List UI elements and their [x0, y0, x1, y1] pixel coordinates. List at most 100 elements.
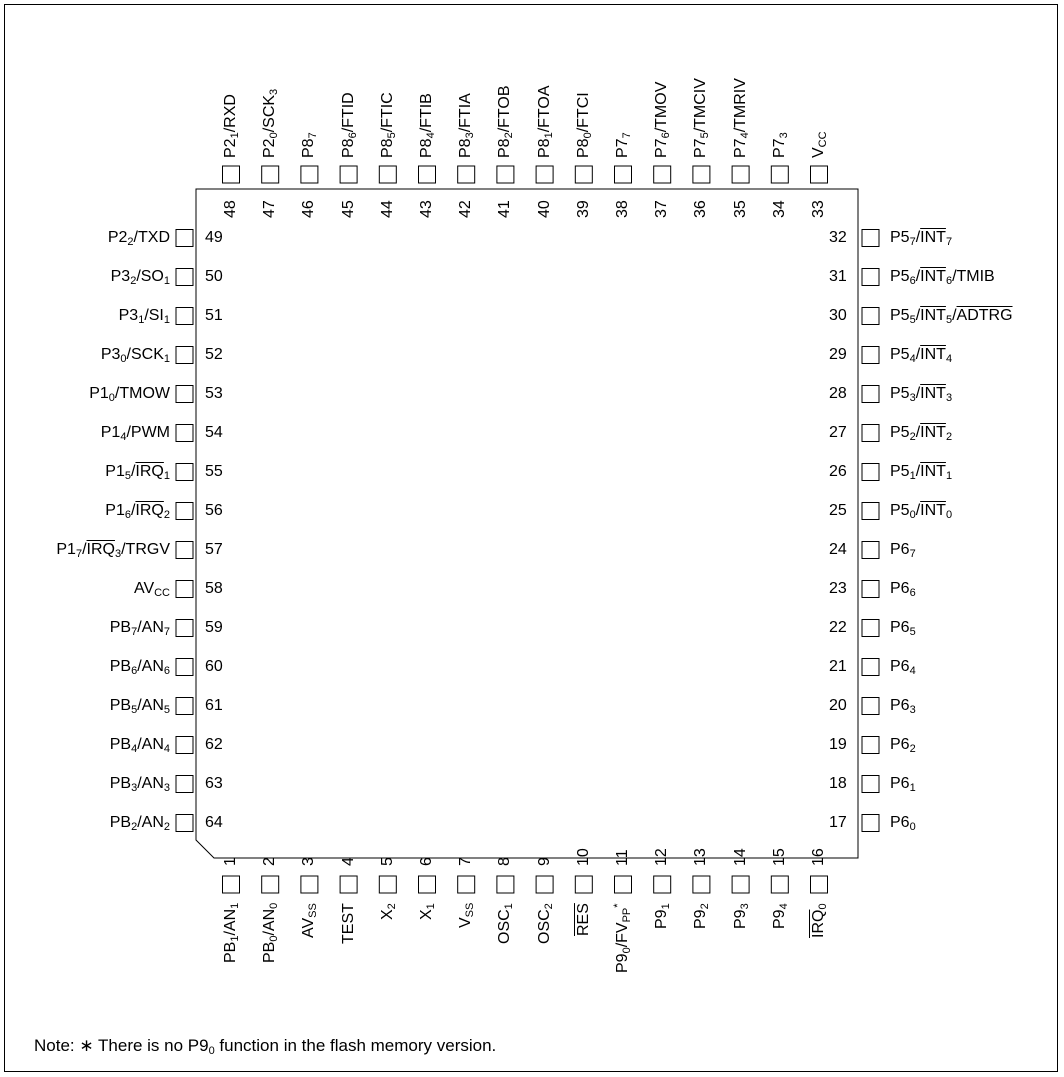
pin-label-55: P15/IRQ1 [105, 463, 170, 482]
pin-number-21: 21 [829, 658, 847, 675]
pin-label-12: P91 [653, 903, 673, 929]
footnote: Note: ∗ There is no P90 function in the … [34, 1036, 497, 1057]
pin-box-47 [261, 165, 280, 184]
pin-box-46 [300, 165, 319, 184]
pin-number-4: 4 [339, 857, 357, 866]
pin-label-17: P60 [890, 814, 916, 833]
pin-box-63 [175, 775, 194, 793]
pin-number-15: 15 [770, 848, 788, 866]
pin-number-33: 33 [810, 200, 827, 218]
pin-label-22: P65 [890, 619, 916, 638]
pin-number-41: 41 [496, 200, 514, 218]
pin-label-28: P53/INT3 [890, 385, 953, 404]
pin-label-24: P67 [890, 541, 916, 560]
pin-box-55 [175, 463, 194, 481]
pin-number-46: 46 [300, 200, 318, 218]
pin-label-59: PB7/AN7 [109, 619, 170, 638]
pin-label-57: P17/IRQ3/TRGV [56, 541, 170, 560]
pin-box-29 [861, 346, 880, 364]
pin-number-25: 25 [829, 502, 847, 519]
pin-label-60: PB6/AN6 [109, 658, 170, 677]
pin-box-6 [418, 875, 436, 894]
pin-number-39: 39 [574, 200, 592, 218]
pin-box-18 [861, 775, 880, 793]
pin-label-21: P64 [890, 658, 916, 677]
pin-number-55: 55 [205, 463, 223, 480]
pin-label-61: PB5/AN5 [109, 697, 170, 716]
pin-number-45: 45 [339, 200, 357, 218]
pin-number-35: 35 [731, 200, 749, 218]
pin-box-20 [861, 697, 880, 715]
pin-number-62: 62 [205, 736, 223, 753]
pin-number-1: 1 [222, 857, 239, 866]
pin-number-14: 14 [731, 848, 749, 866]
pin-label-42: P83/FTIA [457, 93, 477, 158]
pin-number-53: 53 [205, 385, 223, 402]
pin-label-46: P87 [300, 132, 320, 158]
pin-label-48: P21/RXD [222, 94, 241, 158]
pin-label-62: PB4/AN4 [109, 736, 170, 755]
diagram-frame [4, 4, 1058, 1072]
pin-number-34: 34 [770, 200, 788, 218]
pin-box-24 [861, 541, 880, 559]
pin-number-52: 52 [205, 346, 223, 363]
pin-box-7 [457, 875, 476, 894]
pin-box-39 [574, 165, 593, 184]
pin-label-31: P56/INT6/TMIB [890, 268, 995, 287]
pin-label-23: P66 [890, 580, 916, 599]
pin-box-14 [731, 875, 750, 894]
pin-label-64: PB2/AN2 [109, 814, 170, 833]
pin-box-33 [810, 165, 828, 184]
pin-label-52: P30/SCK1 [100, 346, 170, 365]
pin-label-25: P50/INT0 [890, 502, 953, 521]
pin-number-10: 10 [574, 848, 592, 866]
pin-label-34: P73 [770, 132, 790, 158]
pin-box-62 [175, 736, 194, 754]
pin-box-44 [378, 165, 397, 184]
pin-label-14: P93 [731, 903, 751, 929]
pin-number-42: 42 [457, 200, 475, 218]
pin-number-13: 13 [692, 848, 710, 866]
chip-body [195, 188, 859, 859]
pin-number-16: 16 [810, 848, 827, 866]
pin-box-27 [861, 424, 880, 442]
pin-label-16: IRQ0 [810, 903, 829, 938]
pin-box-59 [175, 619, 194, 637]
pin-number-30: 30 [829, 307, 847, 324]
pin-label-47: P20/SCK3 [261, 88, 281, 158]
pin-label-7: VSS [457, 902, 477, 928]
pin-label-35: P74/TMRIV [731, 78, 751, 158]
pin-box-13 [692, 875, 711, 894]
pin-label-13: P92 [692, 903, 712, 929]
pin-box-16 [810, 875, 828, 894]
pin-label-40: P81/FTOA [535, 85, 555, 158]
pin-label-45: P86/FTID [339, 92, 359, 158]
pin-number-23: 23 [829, 580, 847, 597]
pin-label-32: P57/INT7 [890, 229, 953, 248]
pin-box-50 [175, 268, 194, 286]
pin-box-54 [175, 424, 194, 442]
pin-box-22 [861, 619, 880, 637]
pin-label-49: P22/TXD [107, 229, 170, 248]
pin-box-28 [861, 385, 880, 403]
pin-number-49: 49 [205, 229, 223, 246]
pin-label-56: P16/IRQ2 [105, 502, 170, 521]
pin-label-20: P63 [890, 697, 916, 716]
pin-box-38 [614, 165, 632, 184]
pin-number-22: 22 [829, 619, 847, 636]
pin-box-53 [175, 385, 194, 403]
pin-number-47: 47 [261, 200, 279, 218]
pin-boxes [175, 165, 880, 894]
pin-box-34 [770, 165, 789, 184]
pin-box-64 [175, 814, 194, 832]
pin-label-36: P75/TMCIV [692, 78, 712, 158]
pin-box-42 [457, 165, 476, 184]
pin-box-60 [175, 658, 194, 676]
pin-box-36 [692, 165, 711, 184]
pin-label-30: P55/INT5/ADTRG [890, 307, 1013, 326]
pin-box-23 [861, 580, 880, 598]
pin-box-17 [861, 814, 880, 832]
pin-number-59: 59 [205, 619, 223, 636]
pin-box-26 [861, 463, 880, 481]
pin-number-32: 32 [829, 229, 847, 246]
